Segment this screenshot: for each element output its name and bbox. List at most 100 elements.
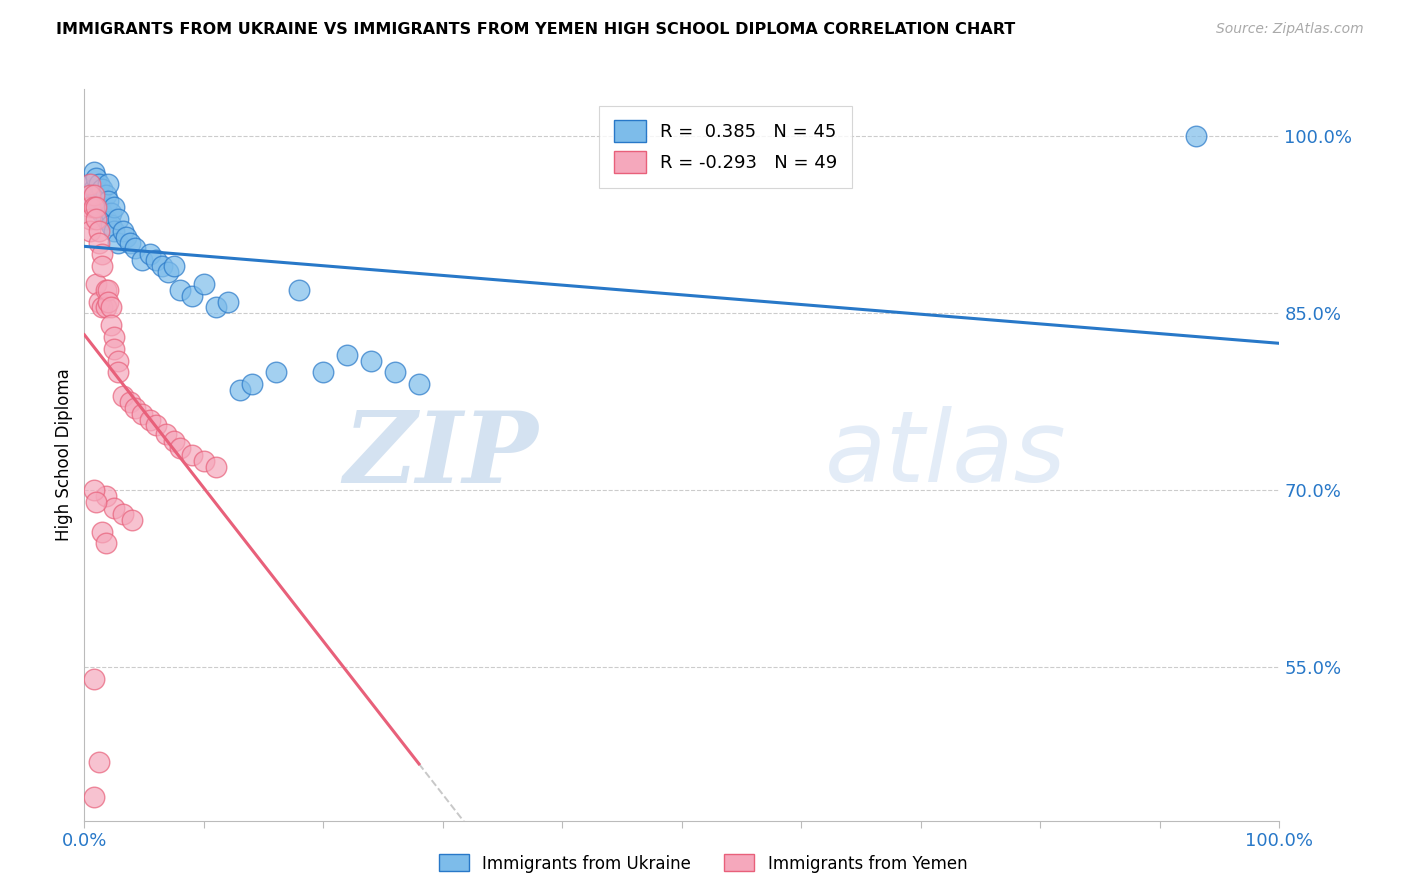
Point [91, 259, 114, 273]
Point [83, 672, 105, 686]
Point [205, 459, 228, 474]
Point [87, 177, 110, 191]
Point [103, 342, 125, 356]
Point [103, 501, 125, 516]
Y-axis label: High School Diploma: High School Diploma [55, 368, 73, 541]
Point [94, 211, 117, 226]
Point [91, 182, 114, 196]
Point [121, 513, 143, 527]
Point [264, 365, 287, 379]
Point [103, 224, 125, 238]
Point [107, 235, 129, 250]
Text: Source: ZipAtlas.com: Source: ZipAtlas.com [1216, 22, 1364, 37]
Point [229, 383, 252, 397]
Point [83, 200, 105, 214]
Point [145, 253, 167, 268]
Point [100, 318, 122, 333]
Legend: R =  0.385   N = 45, R = -0.293   N = 49: R = 0.385 N = 45, R = -0.293 N = 49 [599, 105, 852, 187]
Point [79, 188, 101, 202]
Point [94, 489, 117, 503]
Point [97, 194, 120, 209]
Point [79, 188, 101, 202]
Point [86, 277, 108, 291]
Point [83, 790, 105, 805]
Point [79, 177, 101, 191]
Point [87, 755, 110, 769]
Point [360, 353, 382, 368]
Point [139, 412, 162, 426]
Point [97, 177, 120, 191]
Point [91, 524, 114, 539]
Point [193, 454, 215, 468]
Point [111, 224, 134, 238]
Point [79, 211, 101, 226]
Point [94, 301, 117, 315]
Point [336, 348, 359, 362]
Point [79, 224, 101, 238]
Point [94, 283, 117, 297]
Point [83, 165, 105, 179]
Point [169, 283, 191, 297]
Point [312, 365, 335, 379]
Point [103, 200, 125, 214]
Point [145, 418, 167, 433]
Point [169, 441, 191, 455]
Point [86, 495, 108, 509]
Point [131, 407, 153, 421]
Point [124, 401, 146, 415]
Point [155, 426, 177, 441]
Point [163, 259, 186, 273]
Point [83, 188, 105, 202]
Text: atlas: atlas [825, 407, 1067, 503]
Point [94, 188, 117, 202]
Legend: Immigrants from Ukraine, Immigrants from Yemen: Immigrants from Ukraine, Immigrants from… [432, 847, 974, 880]
Point [240, 377, 263, 392]
Point [111, 389, 134, 403]
Point [87, 224, 110, 238]
Point [94, 536, 117, 550]
Point [86, 170, 108, 185]
Point [157, 265, 180, 279]
Point [163, 434, 186, 448]
Point [150, 259, 173, 273]
Point [107, 211, 129, 226]
Point [107, 365, 129, 379]
Point [87, 294, 110, 309]
Point [86, 211, 108, 226]
Point [107, 353, 129, 368]
Point [91, 206, 114, 220]
Point [87, 235, 110, 250]
Point [86, 200, 108, 214]
Point [111, 507, 134, 521]
Point [83, 483, 105, 498]
Point [100, 301, 122, 315]
Point [131, 253, 153, 268]
Text: ZIP: ZIP [343, 407, 538, 503]
Point [91, 247, 114, 261]
Point [1185, 129, 1208, 144]
Point [97, 283, 120, 297]
Point [83, 182, 105, 196]
Point [103, 330, 125, 344]
Point [118, 394, 141, 409]
Point [217, 294, 239, 309]
Point [79, 177, 101, 191]
Text: IMMIGRANTS FROM UKRAINE VS IMMIGRANTS FROM YEMEN HIGH SCHOOL DIPLOMA CORRELATION: IMMIGRANTS FROM UKRAINE VS IMMIGRANTS FR… [56, 22, 1015, 37]
Point [139, 247, 162, 261]
Point [288, 283, 311, 297]
Point [205, 301, 228, 315]
Point [115, 229, 138, 244]
Point [193, 277, 215, 291]
Point [118, 235, 141, 250]
Point [124, 242, 146, 256]
Point [79, 200, 101, 214]
Point [384, 365, 406, 379]
Point [86, 194, 108, 209]
Point [181, 288, 204, 302]
Point [87, 200, 110, 214]
Point [408, 377, 430, 392]
Point [181, 448, 204, 462]
Point [97, 294, 120, 309]
Point [91, 301, 114, 315]
Point [100, 218, 122, 232]
